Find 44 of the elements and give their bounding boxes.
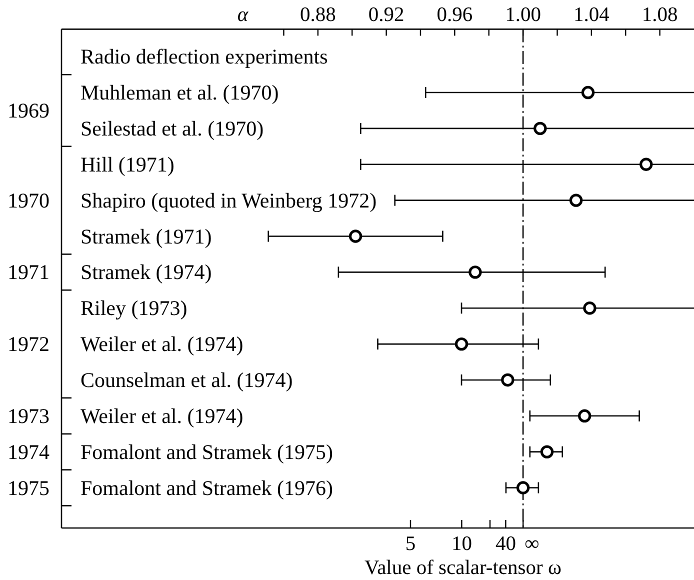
x-tick-label: 1.04 — [573, 4, 610, 26]
point — [583, 302, 596, 315]
point — [468, 266, 482, 279]
text: ∞ — [524, 533, 540, 555]
y-tick-label: Stramek (1971) — [80, 224, 212, 248]
text: 10 — [451, 533, 472, 555]
point — [569, 194, 583, 207]
point — [454, 337, 468, 351]
y-tick-label: Fomalont and Stramek (1976) — [80, 476, 334, 500]
text: 1971 — [8, 260, 50, 284]
text: Value of scalar-tensor ω — [364, 557, 562, 579]
x-tick-label: 0.88 — [300, 4, 336, 26]
text: 1974 — [8, 440, 50, 464]
x-tick-label: 0.92 — [368, 4, 404, 26]
point — [540, 445, 554, 458]
text: 40 — [495, 533, 516, 555]
y-tick-label: Seilestad et al. (1970) — [80, 116, 264, 140]
point — [348, 230, 362, 243]
y-tick-label: Shapiro (quoted in Weinberg 1972) — [80, 188, 377, 212]
text: 1970 — [8, 188, 50, 212]
y-tick-label: Counselman et al. (1974) — [80, 368, 293, 392]
y-tick-label: Stramek (1974) — [80, 260, 212, 284]
text: 1975 — [8, 476, 50, 500]
text: 1973 — [8, 404, 50, 428]
point — [581, 86, 595, 100]
x-tick-label: 1.08 — [642, 4, 678, 26]
x-tick-label: 0.96 — [436, 4, 473, 26]
point — [516, 481, 530, 494]
text: 1972 — [8, 332, 50, 356]
point — [501, 373, 514, 387]
y-tick-label: Muhleman et al. (1970) — [80, 80, 279, 105]
point — [534, 122, 547, 136]
y-tick-label: Weiler et al. (1974) — [80, 332, 244, 356]
y-tick-label: Hill (1971) — [80, 152, 174, 176]
y-tick-label: Riley (1973) — [80, 296, 188, 320]
text: 1969 — [8, 98, 50, 122]
y-tick-label: Weiler et al. (1974) — [80, 404, 244, 428]
y-tick-label: Fomalont and Stramek (1975) — [80, 440, 334, 464]
point — [578, 409, 592, 422]
x-axis-title: α — [237, 4, 250, 26]
point — [640, 158, 653, 171]
x-tick-label: 1.00 — [505, 4, 541, 26]
y-tick-label: Radio deflection experiments — [80, 44, 328, 69]
text: 5 — [405, 533, 416, 555]
